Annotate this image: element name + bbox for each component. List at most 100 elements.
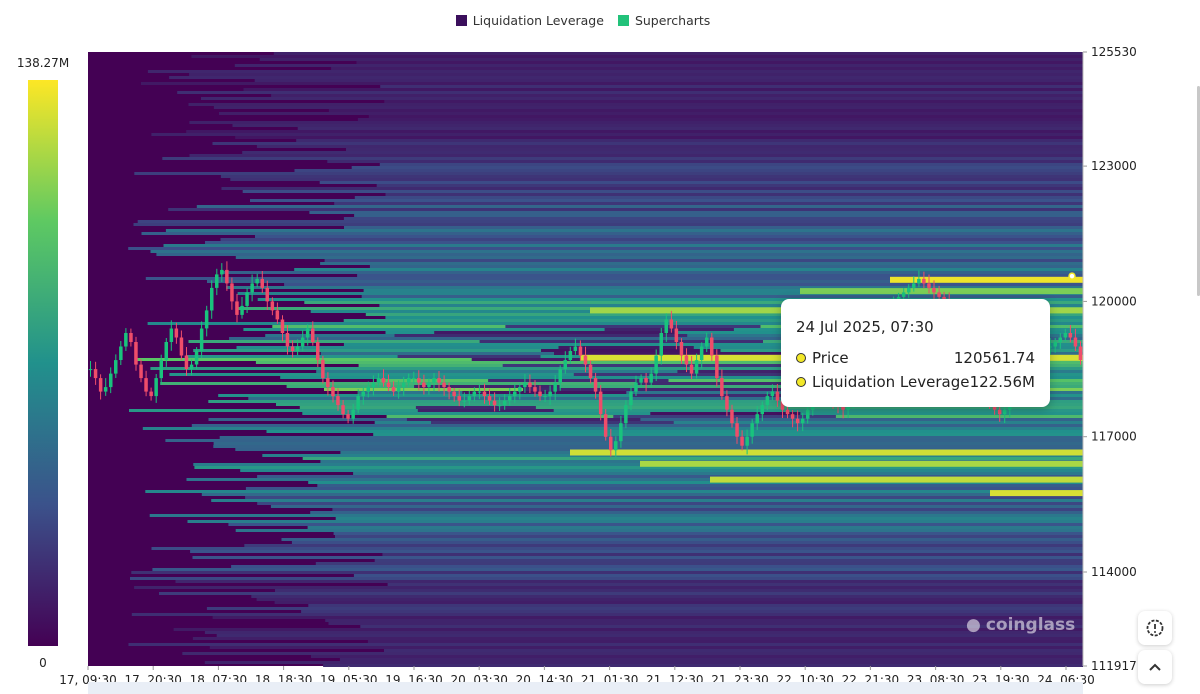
candle-body <box>1078 346 1083 360</box>
candle-body <box>740 436 744 446</box>
heatmap-row <box>387 583 1084 586</box>
candle-body <box>644 378 648 383</box>
heatmap-row <box>190 550 1084 553</box>
heatmap-cell <box>471 358 654 361</box>
heatmap-row <box>240 469 1083 472</box>
heatmap-row <box>335 535 1083 538</box>
candle-body <box>199 328 204 352</box>
tooltip-row-price: Price 120561.74 <box>796 349 1035 367</box>
candle-body <box>937 292 941 297</box>
price-candles <box>88 261 1083 457</box>
candle-body <box>765 396 770 406</box>
heatmap-row <box>128 643 1083 646</box>
y-tick-label: 114000 <box>1091 565 1137 579</box>
range-navigator[interactable] <box>88 682 1083 694</box>
heatmap-row <box>186 478 1083 481</box>
candle-body <box>775 391 780 401</box>
heatmap-row <box>220 175 1083 178</box>
heatmap-cell <box>488 379 669 382</box>
heatmap-cell <box>462 391 627 394</box>
scroll-top-button[interactable] <box>1138 650 1172 684</box>
heatmap-row <box>281 538 1083 541</box>
candle-body <box>149 391 153 397</box>
heatmap-row <box>151 133 1083 136</box>
heatmap-row <box>259 58 1083 61</box>
candle-body <box>225 269 229 284</box>
heatmap-row <box>256 145 1083 148</box>
heatmap-row <box>315 562 1083 565</box>
candle-body <box>477 391 482 393</box>
candle-body <box>750 423 754 437</box>
candle-body <box>346 414 350 419</box>
heatmap-row <box>212 616 1084 619</box>
heatmap-row <box>150 367 1083 370</box>
candle-body <box>715 355 719 379</box>
candle-body <box>300 337 305 347</box>
heatmap-row <box>319 181 1083 184</box>
legend-item-liquidation-leverage[interactable]: Liquidation Leverage <box>455 13 604 28</box>
candle-body <box>134 342 138 365</box>
candle-body <box>164 342 168 360</box>
y-tick-label: 120000 <box>1091 294 1137 308</box>
candle-body <box>250 283 254 293</box>
heatmap-row <box>194 466 1083 469</box>
heatmap-row <box>317 484 1083 487</box>
heatmap-row <box>294 268 1083 271</box>
candle-body <box>917 278 921 284</box>
heatmap-row <box>177 91 1083 94</box>
alert-circle-icon <box>1146 619 1164 637</box>
heatmap-row <box>134 172 1084 175</box>
heatmap-row <box>334 202 1083 205</box>
yellow-dot-icon <box>796 353 806 363</box>
heatmap-row <box>357 274 1084 277</box>
candle-body <box>927 283 931 288</box>
heatmap-row <box>208 418 1083 421</box>
candle-body <box>154 378 158 397</box>
heatmap-row <box>309 211 1083 214</box>
heatmap-row <box>192 637 1083 640</box>
candle-body <box>169 328 174 342</box>
candle-body <box>785 409 790 415</box>
heatmap-row <box>130 577 1083 580</box>
heatmap-row <box>360 625 1083 628</box>
chart-legend: Liquidation Leverage Supercharts <box>0 13 1166 28</box>
heatmap-cell <box>434 331 676 334</box>
candle-body <box>204 310 209 329</box>
settings-button[interactable] <box>1138 611 1172 645</box>
heatmap-row <box>237 292 1084 295</box>
candle-body <box>770 391 775 397</box>
candle-body <box>932 287 936 293</box>
heatmap-row <box>226 286 1084 289</box>
legend-item-supercharts[interactable]: Supercharts <box>617 13 710 28</box>
tooltip-value: 120561.74 <box>953 349 1035 367</box>
candle-body <box>119 346 123 360</box>
heatmap-row <box>230 178 1084 181</box>
candle-body <box>184 355 189 369</box>
candle-body <box>634 382 638 392</box>
candle-body <box>371 382 376 388</box>
candle-body <box>432 378 436 383</box>
candle-body <box>482 391 487 397</box>
candle-body <box>664 319 668 333</box>
heatmap-row <box>163 244 1083 247</box>
heatmap-row <box>354 214 1084 217</box>
candle-body <box>689 364 694 374</box>
page-scrollbar[interactable] <box>1197 86 1200 296</box>
candle-body <box>705 337 709 347</box>
heatmap-cell <box>394 334 688 337</box>
candle-body <box>366 387 370 392</box>
candle-body <box>1068 333 1073 338</box>
heatmap-row <box>191 55 1083 58</box>
candle-body <box>669 319 674 329</box>
candle-body <box>1002 409 1007 415</box>
heatmap-row <box>376 184 1083 187</box>
candle-body <box>730 409 734 424</box>
tooltip-label: Price <box>812 349 849 367</box>
heatmap-cell <box>397 355 541 358</box>
heatmap-row <box>324 259 1084 262</box>
candle-body <box>800 418 805 424</box>
candle-body <box>442 382 446 388</box>
candle-body <box>467 396 472 401</box>
candle-body <box>341 405 345 415</box>
